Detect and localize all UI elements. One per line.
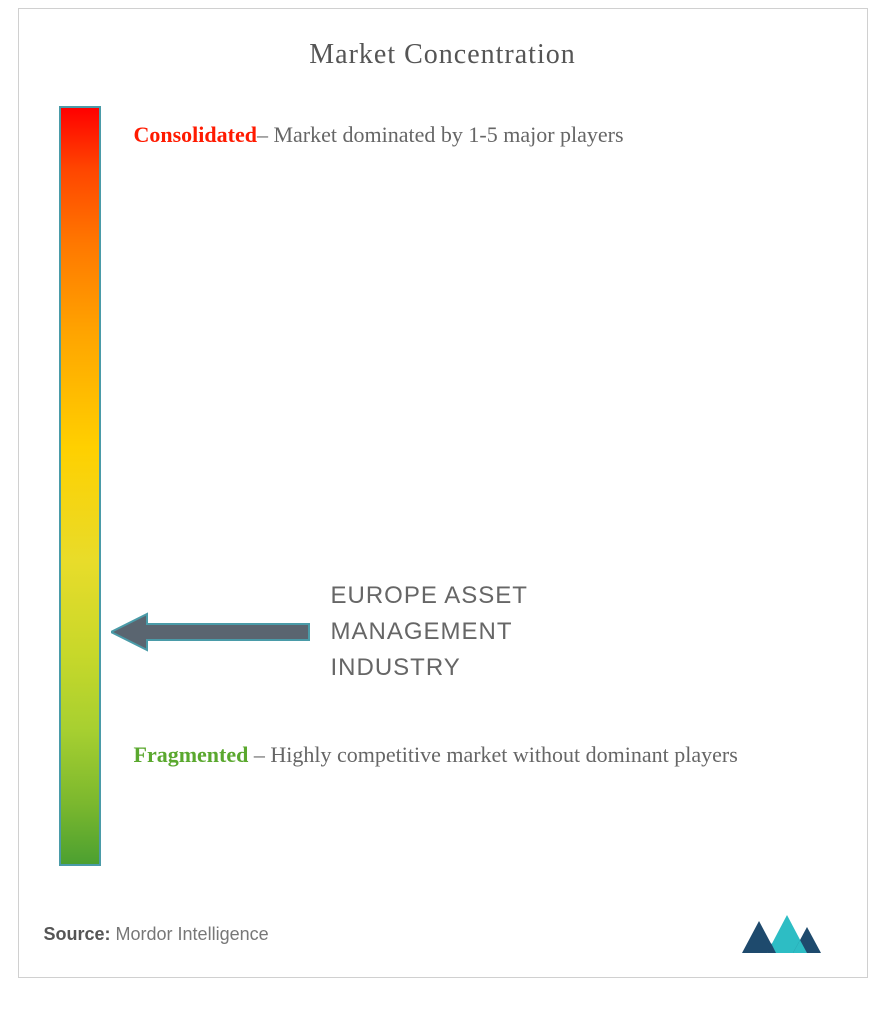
consolidated-label: Consolidated– Market dominated by 1-5 ma…: [134, 111, 807, 159]
consolidated-text: – Market dominated by 1-5 major players: [257, 122, 624, 147]
fragmented-text: – Highly competitive market without domi…: [248, 742, 737, 767]
arrow-icon: [111, 612, 311, 652]
market-indicator: EUROPE ASSETMANAGEMENTINDUSTRY: [111, 578, 528, 686]
source-text: Source: Mordor Intelligence: [44, 924, 269, 945]
source-name: Mordor Intelligence: [111, 924, 269, 944]
source-row: Source: Mordor Intelligence: [44, 913, 827, 955]
content-area: Consolidated– Market dominated by 1-5 ma…: [59, 106, 827, 866]
fragmented-label: Fragmented – Highly competitive market w…: [134, 731, 807, 779]
consolidated-highlight: Consolidated: [134, 122, 257, 147]
mordor-logo-icon: [737, 913, 827, 955]
industry-name: EUROPE ASSETMANAGEMENTINDUSTRY: [331, 578, 528, 686]
chart-container: Market Concentration Consolidated– Marke…: [18, 8, 868, 978]
source-prefix: Source:: [44, 924, 111, 944]
chart-title: Market Concentration: [59, 39, 827, 71]
fragmented-highlight: Fragmented: [134, 742, 249, 767]
concentration-gradient-bar: [59, 106, 101, 866]
